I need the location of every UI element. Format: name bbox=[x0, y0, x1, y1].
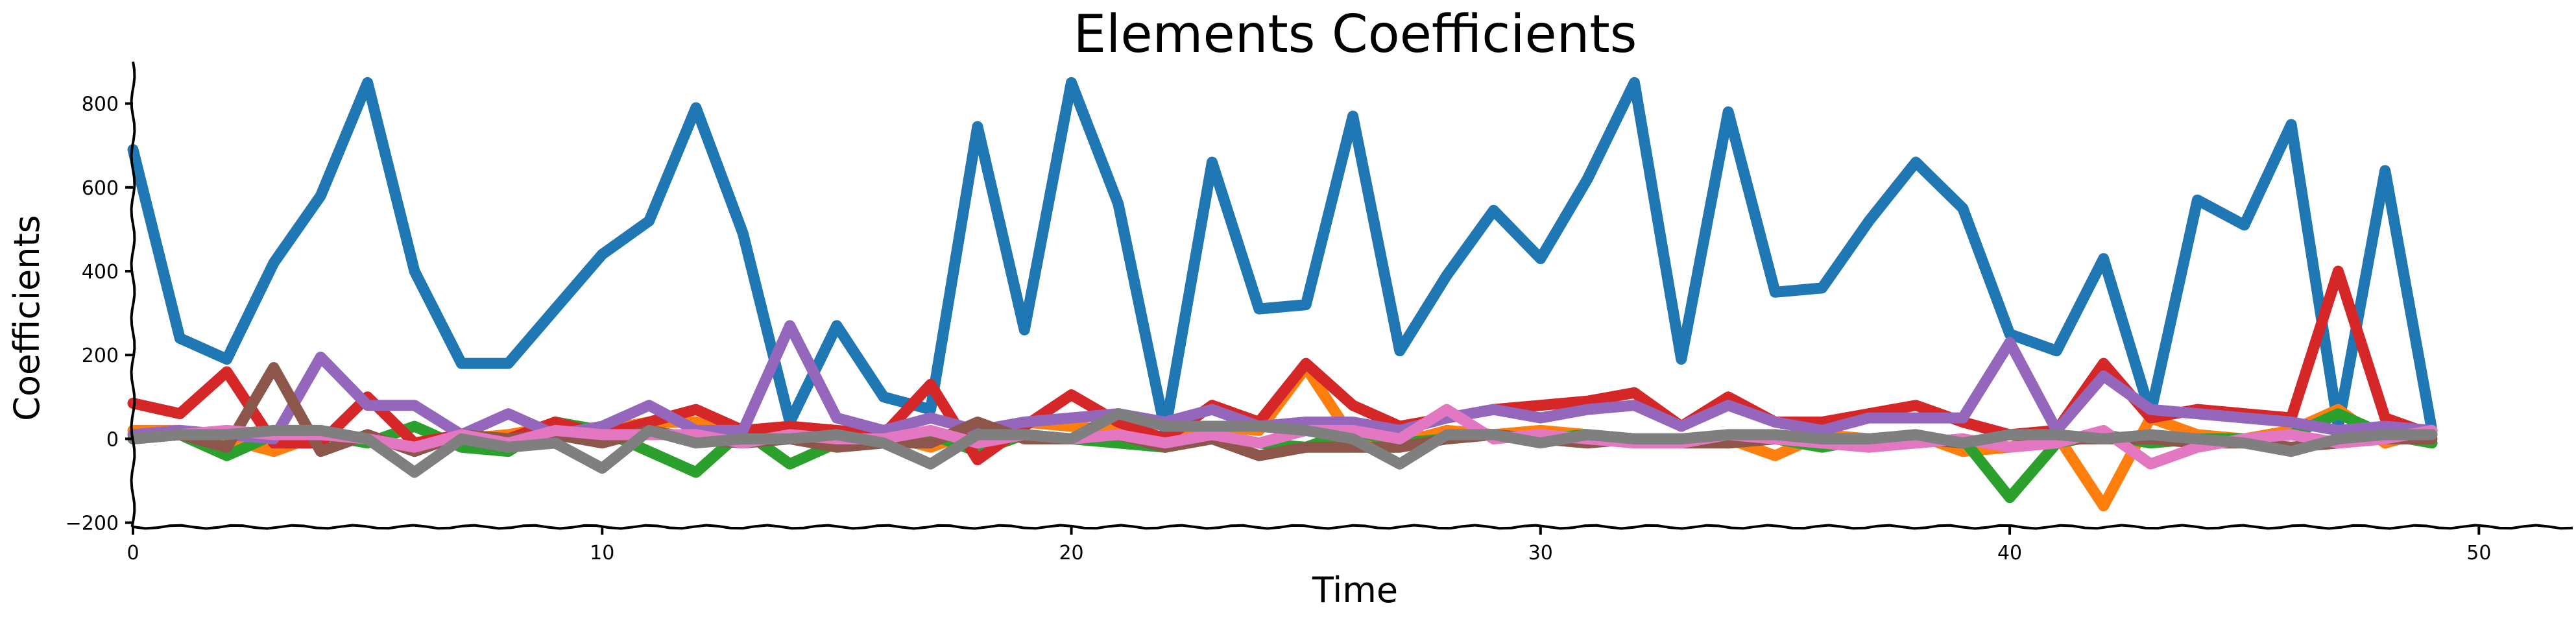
series-line-7 bbox=[127, 404, 2438, 470]
series-line-1 bbox=[127, 77, 2438, 436]
x-tick-label: 50 bbox=[2466, 542, 2491, 564]
y-tick-label: 400 bbox=[82, 261, 119, 284]
x-tick-label: 0 bbox=[126, 542, 139, 564]
y-tick-label: 200 bbox=[82, 345, 119, 367]
x-tick-label: 20 bbox=[1059, 542, 1083, 564]
y-axis-label: Coefficients bbox=[6, 215, 47, 421]
x-tick-label: 10 bbox=[590, 542, 614, 564]
y-axis-line bbox=[130, 61, 136, 528]
series-layer bbox=[127, 77, 2438, 512]
x-tick-label: 30 bbox=[1528, 542, 1553, 564]
series-line-8 bbox=[127, 408, 2438, 478]
axes-layer: −200 0 200 400 600 800 0 10 20 30 40 50 bbox=[66, 61, 2573, 564]
y-tick-label: 0 bbox=[106, 428, 119, 451]
x-axis-line bbox=[132, 524, 2573, 530]
x-tick-label: 40 bbox=[1997, 542, 2022, 564]
y-tick-label: −200 bbox=[66, 513, 119, 535]
y-tick-label: 800 bbox=[82, 93, 119, 116]
x-axis-label: Time bbox=[1312, 570, 1398, 611]
y-tick-label: 600 bbox=[82, 177, 119, 200]
chart-title: Elements Coefficients bbox=[1074, 4, 1637, 64]
